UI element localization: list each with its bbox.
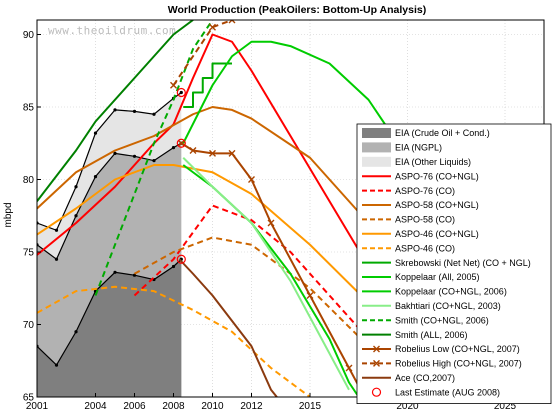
legend-label: Last Estimate (AUG 2008) [395, 387, 500, 397]
legend-label: Robelius Low (CO+NGL, 2007) [395, 344, 520, 354]
eia-point [171, 146, 176, 150]
x-tick-label: 2004 [84, 401, 107, 412]
legend-label: EIA (Other Liquids) [395, 157, 471, 167]
eia-point [171, 264, 176, 269]
legend-label: EIA (Crude Oil + Cond.) [395, 128, 490, 138]
marker-robelius-low-co-ngl-2007 [228, 149, 236, 157]
legend-label: Robelius High (CO+NGL, 2007) [395, 359, 522, 369]
x-tick-label: 2006 [123, 401, 146, 412]
x-tick-label: 2025 [494, 401, 517, 412]
marker-robelius-low-co-ngl-2007 [177, 139, 185, 147]
y-tick-label: 70 [23, 320, 35, 331]
eia-point [54, 363, 59, 367]
eia-point [132, 154, 137, 158]
series-skrebowski-net-net-co-ngl [183, 62, 232, 108]
legend-label: Smith (CO+NGL, 2006) [395, 315, 489, 325]
series-robelius-high-co-ngl-2007 [172, 20, 233, 86]
y-axis-label: mbpd [3, 202, 14, 227]
legend-box [356, 123, 552, 405]
x-tick-label: 2008 [162, 401, 185, 412]
eia-point [74, 185, 78, 189]
legend-label: EIA (NGPL) [395, 143, 442, 153]
legend-label: ASPO-76 (CO+NGL) [395, 171, 479, 181]
eia-point [113, 151, 117, 155]
x-tick-label: 2001 [26, 401, 49, 412]
marker-robelius-low-co-ngl-2007 [248, 176, 255, 183]
x-tick-label: 2010 [201, 401, 224, 412]
series-ace-co-2007 [178, 258, 278, 397]
marker-robelius-high-co-ngl-2007 [228, 20, 236, 24]
y-tick-label: 90 [23, 30, 35, 41]
series-smith-all-2006 [37, 20, 194, 202]
eia-point [132, 109, 137, 113]
legend-swatch [362, 142, 391, 153]
legend-label: ASPO-46 (CO+NGL) [395, 229, 479, 239]
y-tick-label: 85 [23, 103, 35, 114]
plot-area [37, 20, 506, 397]
last-estimate-marker [176, 138, 186, 148]
y-tick-label: 75 [23, 248, 35, 259]
legend-label: ASPO-58 (CO) [395, 215, 455, 225]
x-tick-label: 2015 [299, 401, 322, 412]
legend-label: Ace (CO,2007) [395, 373, 455, 383]
series-aspo-76-co [133, 204, 428, 397]
legend-marker [373, 359, 380, 367]
series-aspo-46-co [37, 285, 311, 397]
eia-point [54, 257, 59, 261]
chart-title: World Production (PeakOilers: Bottom-Up … [168, 4, 426, 16]
last-estimate-marker [176, 87, 186, 98]
y-tick-label: 80 [23, 175, 35, 186]
marker-robelius-high-co-ngl-2007 [170, 81, 177, 89]
legend-label: Koppelaar (All, 2005) [395, 272, 480, 282]
eia-point [113, 108, 117, 112]
last-estimate-marker [176, 254, 186, 264]
marker-robelius-low-co-ngl-2007 [345, 364, 353, 372]
legend-label: Bakhtiari (CO+NGL, 2003) [395, 301, 501, 311]
marker-robelius-low-co-ngl-2007 [209, 149, 216, 157]
eia-point [152, 112, 156, 116]
x-tick-label: 2020 [396, 401, 419, 412]
series-bakhtiari-co-ngl-2003 [182, 157, 350, 391]
marker-robelius-low-co-ngl-2007 [306, 292, 314, 299]
marker-robelius-low-co-ngl-2007 [267, 219, 275, 227]
eia-point [179, 90, 183, 95]
legend-label: ASPO-58 (CO+NGL) [395, 200, 479, 210]
eia-point [74, 214, 78, 218]
series-smith-co-ngl-2006 [94, 20, 214, 296]
eia-point [74, 330, 78, 334]
axis-ticks: 2001 2004 2006 2008 2010 2012 2015 2020 2025 65 70… [23, 30, 517, 412]
legend-swatch [371, 387, 382, 397]
eia-point [93, 175, 98, 179]
legend-swatch [362, 128, 391, 138]
legend: EIA (Crude Oil + Cond.) EIA (NGPL) EIA (Ot… [356, 123, 552, 405]
legend-label: Smith (ALL, 2006) [395, 330, 468, 340]
marker-robelius-high-co-ngl-2007 [209, 23, 216, 31]
eia-point [54, 228, 59, 232]
y-tick-label: 65 [23, 393, 35, 404]
legend-label: ASPO-76 (CO) [395, 186, 455, 196]
legend-label: Skrebowski (Net Net) (CO + NGL) [395, 258, 531, 268]
watermark: www.theoildrum.com [48, 24, 176, 37]
area-eia-crude-oil-cond [37, 259, 182, 397]
marker-robelius-low-co-ngl-2007 [189, 147, 197, 154]
legend-swatch [362, 156, 391, 167]
eia-point [152, 159, 156, 163]
x-tick-label: 2012 [240, 401, 263, 412]
eia-point [93, 131, 98, 135]
legend-marker [373, 345, 380, 353]
legend-label: ASPO-46 (CO) [395, 243, 455, 253]
legend-label: Koppelaar (CO+NGL, 2006) [395, 287, 507, 297]
eia-point [113, 270, 117, 274]
